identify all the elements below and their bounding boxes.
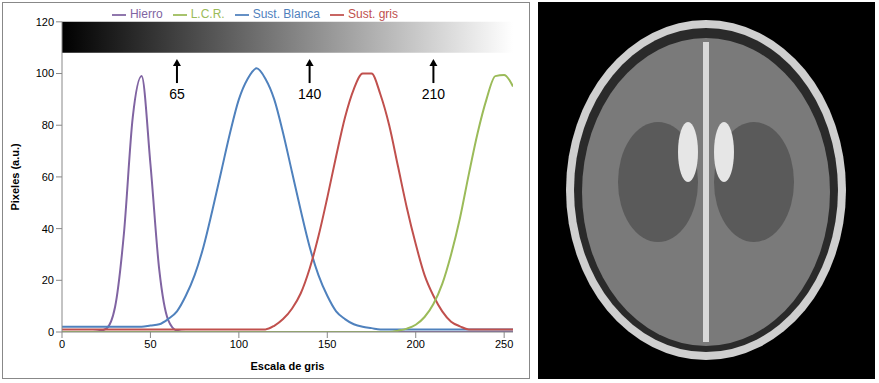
- svg-text:210: 210: [422, 86, 446, 102]
- svg-text:20: 20: [42, 274, 54, 286]
- html-text:Sust. gris: Sust. gris: [348, 7, 398, 21]
- svg-text:60: 60: [42, 171, 54, 183]
- svg-text:100: 100: [230, 338, 248, 350]
- svg-text:Pixeles (a.u.): Pixeles (a.u.): [9, 143, 21, 211]
- svg-text:Escala de gris: Escala de gris: [251, 360, 325, 372]
- svg-text:140: 140: [298, 86, 322, 102]
- svg-text:50: 50: [144, 338, 156, 350]
- html-text:L.C.R.: L.C.R.: [190, 7, 225, 21]
- svg-text:100: 100: [36, 67, 54, 79]
- svg-text:65: 65: [169, 86, 185, 102]
- svg-text:250: 250: [495, 338, 513, 350]
- svg-text:80: 80: [42, 119, 54, 131]
- html-text:Sust. Blanca: Sust. Blanca: [252, 7, 320, 21]
- html-text:Hierro: Hierro: [130, 7, 163, 21]
- svg-text:0: 0: [48, 326, 54, 338]
- svg-text:0: 0: [59, 338, 65, 350]
- svg-text:150: 150: [318, 338, 336, 350]
- svg-text:200: 200: [407, 338, 425, 350]
- svg-text:120: 120: [36, 16, 54, 28]
- svg-text:40: 40: [42, 223, 54, 235]
